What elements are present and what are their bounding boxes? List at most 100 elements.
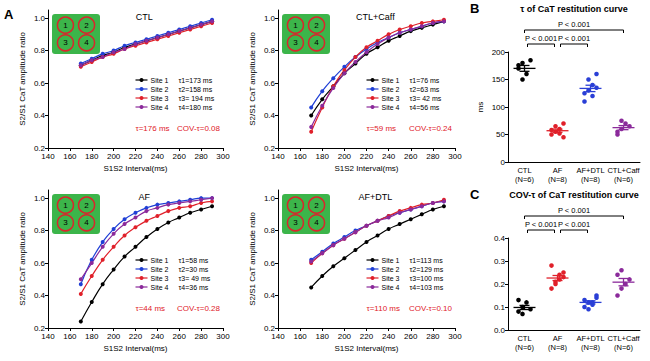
svg-text:P < 0.001: P < 0.001 (525, 34, 557, 43)
svg-text:0.6: 0.6 (264, 259, 276, 268)
svg-text:1: 1 (63, 201, 68, 210)
svg-text:S1S2 Interval(ms): S1S2 Interval(ms) (103, 164, 167, 173)
svg-text:3: 3 (293, 38, 298, 47)
svg-text:CTL: CTL (517, 166, 531, 175)
svg-text:AF: AF (553, 334, 563, 343)
svg-text:0.3: 0.3 (494, 257, 506, 266)
svg-text:τ4=103 ms: τ4=103 ms (410, 284, 444, 291)
svg-text:0.2: 0.2 (494, 280, 506, 289)
svg-text:τ3= 194 ms: τ3= 194 ms (179, 95, 215, 102)
svg-text:160: 160 (293, 332, 307, 341)
svg-text:140: 140 (41, 332, 55, 341)
svg-text:Site 1: Site 1 (382, 77, 400, 84)
svg-text:S2/S1 CaT amplitude ratio: S2/S1 CaT amplitude ratio (18, 212, 27, 306)
svg-text:Site 3: Site 3 (382, 95, 400, 102)
svg-text:τ4=56 ms: τ4=56 ms (410, 104, 440, 111)
svg-text:Site 4: Site 4 (382, 104, 400, 111)
svg-text:140: 140 (41, 152, 55, 161)
svg-text:τ1=58 ms: τ1=58 ms (179, 257, 209, 264)
svg-text:(N=8): (N=8) (581, 175, 600, 184)
svg-text:160: 160 (63, 152, 77, 161)
svg-text:0.6: 0.6 (34, 79, 46, 88)
svg-text:τ4=180 ms: τ4=180 ms (179, 104, 213, 111)
svg-text:240: 240 (382, 332, 396, 341)
svg-text:COV-τ=0.24: COV-τ=0.24 (409, 124, 453, 133)
svg-text:COV-τ=0.10: COV-τ=0.10 (409, 304, 453, 313)
svg-text:0.8: 0.8 (264, 226, 276, 235)
svg-text:3: 3 (63, 38, 68, 47)
svg-text:S2/S1 CaT amplitude ratio: S2/S1 CaT amplitude ratio (248, 212, 257, 306)
svg-text:200: 200 (107, 152, 121, 161)
svg-text:280: 280 (194, 332, 208, 341)
svg-text:180: 180 (85, 332, 99, 341)
svg-text:220: 220 (129, 152, 143, 161)
svg-text:240: 240 (151, 152, 165, 161)
svg-text:0.8: 0.8 (264, 46, 276, 55)
svg-text:S1S2 Interval(ms): S1S2 Interval(ms) (334, 344, 398, 353)
svg-text:300: 300 (216, 152, 230, 161)
svg-text:τ1=76 ms: τ1=76 ms (410, 77, 440, 84)
svg-text:260: 260 (173, 152, 187, 161)
svg-text:τ4=36 ms: τ4=36 ms (179, 284, 209, 291)
svg-text:240: 240 (382, 152, 396, 161)
svg-text:4: 4 (314, 218, 319, 227)
svg-text:τ3=100 ms: τ3=100 ms (410, 275, 444, 282)
svg-text:2: 2 (314, 201, 319, 210)
svg-text:AF+DTL: AF+DTL (358, 192, 392, 202)
svg-text:1.0: 1.0 (34, 14, 46, 23)
svg-text:CTL+Caff: CTL+Caff (356, 12, 395, 22)
svg-text:140: 140 (271, 152, 285, 161)
svg-text:Site 1: Site 1 (151, 257, 169, 264)
svg-text:0.4: 0.4 (34, 291, 46, 300)
svg-text:P < 0.001: P < 0.001 (558, 220, 590, 229)
svg-text:100: 100 (492, 103, 506, 112)
svg-text:AF: AF (553, 166, 563, 175)
svg-text:280: 280 (194, 152, 208, 161)
svg-text:280: 280 (426, 152, 440, 161)
svg-text:τ=176 ms: τ=176 ms (136, 124, 170, 133)
svg-text:Site 2: Site 2 (151, 266, 169, 273)
svg-text:0.6: 0.6 (264, 79, 276, 88)
svg-text:P < 0.001: P < 0.001 (558, 206, 590, 215)
svg-text:A: A (4, 7, 14, 22)
svg-text:1.0: 1.0 (264, 14, 276, 23)
svg-text:1: 1 (293, 201, 298, 210)
svg-text:Site 4: Site 4 (151, 284, 169, 291)
svg-text:220: 220 (360, 152, 374, 161)
svg-text:150: 150 (492, 75, 506, 84)
svg-text:Site 3: Site 3 (151, 95, 169, 102)
svg-text:AF: AF (138, 192, 150, 202)
svg-text:P < 0.001: P < 0.001 (558, 34, 590, 43)
svg-text:1.0: 1.0 (264, 194, 276, 203)
svg-text:(N=6): (N=6) (515, 343, 534, 352)
svg-text:0.4: 0.4 (494, 234, 506, 243)
svg-text:180: 180 (85, 152, 99, 161)
svg-text:AF+DTL: AF+DTL (576, 166, 604, 175)
svg-text:(N=8): (N=8) (548, 343, 567, 352)
svg-text:Site 2: Site 2 (151, 86, 169, 93)
svg-text:4: 4 (314, 38, 319, 47)
svg-text:Site 4: Site 4 (382, 284, 400, 291)
svg-text:τ of CaT restitution curve: τ of CaT restitution curve (520, 4, 628, 14)
svg-text:CTL: CTL (517, 334, 531, 343)
svg-text:Site 1: Site 1 (382, 257, 400, 264)
svg-text:Site 3: Site 3 (151, 275, 169, 282)
svg-text:(N=8): (N=8) (581, 343, 600, 352)
svg-text:4: 4 (84, 38, 89, 47)
svg-text:B: B (470, 1, 479, 16)
svg-text:180: 180 (316, 152, 330, 161)
svg-text:260: 260 (173, 332, 187, 341)
svg-text:(N=6): (N=6) (614, 175, 633, 184)
svg-text:240: 240 (151, 332, 165, 341)
svg-text:200: 200 (338, 152, 352, 161)
svg-text:S1S2 Interval(ms): S1S2 Interval(ms) (103, 344, 167, 353)
svg-text:τ2=30 ms: τ2=30 ms (179, 266, 209, 273)
svg-text:COV-τ=0.08: COV-τ=0.08 (177, 124, 221, 133)
svg-text:3: 3 (293, 218, 298, 227)
svg-text:0: 0 (501, 158, 506, 167)
svg-text:Site 2: Site 2 (382, 266, 400, 273)
svg-text:τ1=113 ms: τ1=113 ms (410, 257, 444, 264)
svg-text:S2/S1 CaT amplitude ratio: S2/S1 CaT amplitude ratio (18, 32, 27, 126)
svg-text:300: 300 (448, 152, 462, 161)
svg-text:50: 50 (496, 130, 505, 139)
